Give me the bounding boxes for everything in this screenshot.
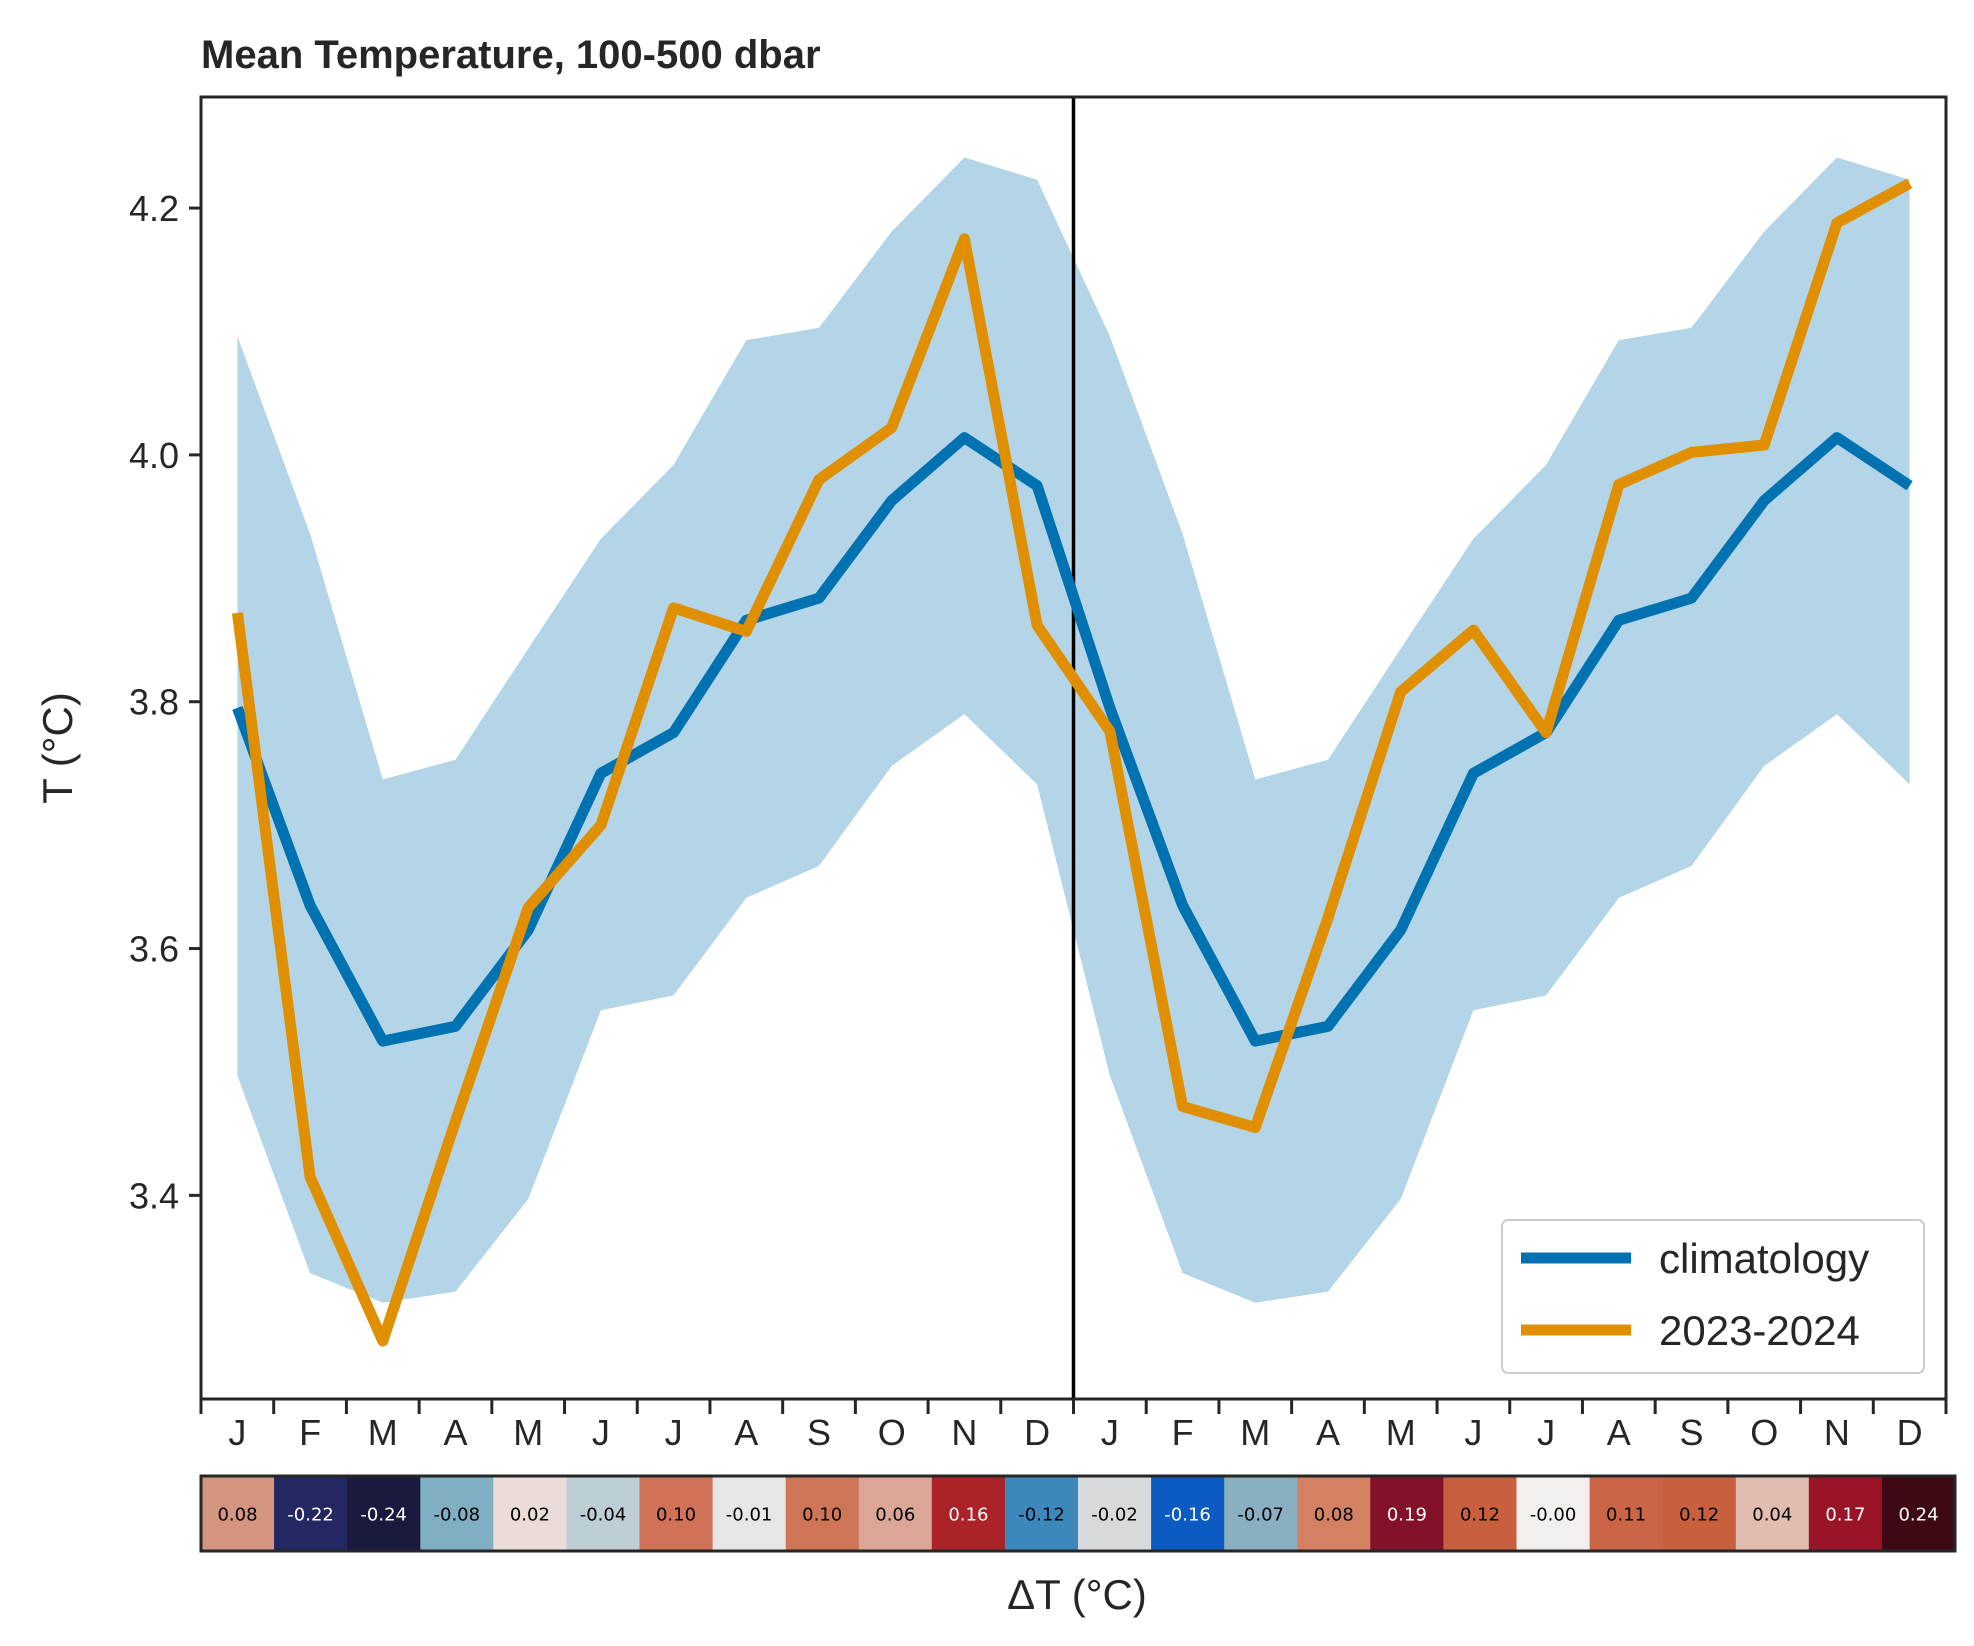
x-tick-label: M (368, 1412, 398, 1453)
anomaly-cell (274, 1476, 348, 1551)
anomaly-cell-label: -0.02 (1091, 1505, 1138, 1526)
x-tick-label: J (1537, 1412, 1555, 1453)
x-tick-label: M (1240, 1412, 1270, 1453)
anomaly-cell-label: 0.17 (1825, 1505, 1865, 1526)
y-tick-label: 3.6 (129, 929, 179, 970)
anomaly-cell-label: 0.12 (1460, 1505, 1500, 1526)
anomaly-cell (1004, 1476, 1079, 1551)
anomaly-cell-label: 0.08 (1314, 1505, 1354, 1526)
anomaly-cell (1443, 1476, 1518, 1551)
anomaly-cell-label: 0.19 (1387, 1505, 1427, 1526)
x-tick-label: A (1607, 1412, 1631, 1453)
anomaly-cell-label: 0.24 (1898, 1505, 1938, 1526)
y-axis-label: T (°C) (34, 692, 81, 804)
anomaly-cell (1297, 1476, 1371, 1551)
anomaly-cell-label: -0.08 (434, 1505, 481, 1526)
x-tick-label: S (1679, 1412, 1703, 1453)
anomaly-cell-label: -0.07 (1237, 1505, 1284, 1526)
anomaly-cell (1516, 1476, 1591, 1551)
anomaly-cell (566, 1476, 641, 1551)
anomaly-cell (201, 1476, 275, 1551)
anomaly-cell-label: 0.04 (1752, 1505, 1792, 1526)
anomaly-cell-label: -0.16 (1164, 1505, 1211, 1526)
x-tick-label: F (1172, 1412, 1194, 1453)
anomaly-cell (1735, 1476, 1810, 1551)
anomaly-cell (1881, 1476, 1956, 1551)
y-tick-label: 3.4 (129, 1175, 179, 1216)
x-tick-label: J (592, 1412, 610, 1453)
x-tick-label: A (1316, 1412, 1340, 1453)
anomaly-cell-label: 0.12 (1679, 1505, 1719, 1526)
x-tick-label: J (665, 1412, 683, 1453)
x-tick-label: N (951, 1412, 977, 1453)
anomaly-cell-label: 0.08 (217, 1505, 257, 1526)
anomaly-cell-label: -0.01 (726, 1505, 773, 1526)
anomaly-strip: 0.08 -0.22 -0.24 -0.08 0.02 -0.04 0.10 -0.01 0.1… (201, 1476, 1956, 1551)
anomaly-cell (493, 1476, 567, 1551)
x-tick-label: M (513, 1412, 543, 1453)
y-tick-label: 4.2 (129, 188, 179, 229)
anomaly-axis-label: ΔT (°C) (1007, 1571, 1147, 1618)
anomaly-cell-label: -0.04 (580, 1505, 627, 1526)
x-tick-label: D (1897, 1412, 1923, 1453)
anomaly-cell (1589, 1476, 1664, 1551)
chart-title: Mean Temperature, 100-500 dbar (201, 33, 821, 77)
anomaly-cell (712, 1476, 787, 1551)
anomaly-cell (785, 1476, 860, 1551)
anomaly-cell (1151, 1476, 1225, 1551)
anomaly-cell-label: 0.10 (656, 1505, 696, 1526)
x-tick-label: A (734, 1412, 758, 1453)
x-tick-label: A (443, 1412, 467, 1453)
series-line-2023-2024 (231, 178, 1913, 1347)
anomaly-cell-label: 0.06 (875, 1505, 915, 1526)
anomaly-cell (1808, 1476, 1883, 1551)
x-tick-label: S (807, 1412, 831, 1453)
x-tick-label: J (1101, 1412, 1119, 1453)
x-tick-label: D (1024, 1412, 1050, 1453)
anomaly-cell (1662, 1476, 1737, 1551)
x-tick-label: M (1386, 1412, 1416, 1453)
anomaly-cell (931, 1476, 1006, 1551)
anomaly-cell-label: -0.00 (1530, 1505, 1577, 1526)
anomaly-cell (1370, 1476, 1444, 1551)
anomaly-cell (639, 1476, 714, 1551)
anomaly-cell (1224, 1476, 1298, 1551)
legend: climatology 2023-2024 (1501, 1219, 1925, 1374)
x-tick-label: O (878, 1412, 906, 1453)
anomaly-cell-label: 0.16 (948, 1505, 988, 1526)
legend-climatology-label: climatology (1659, 1235, 1869, 1282)
y-tick-label: 3.8 (129, 682, 179, 723)
y-tick-label: 4.0 (129, 435, 179, 476)
x-tick-label: J (228, 1412, 246, 1453)
x-tick-label: N (1824, 1412, 1850, 1453)
anomaly-cell (858, 1476, 933, 1551)
anomaly-cell (1078, 1476, 1152, 1551)
anomaly-cell-label: -0.24 (360, 1505, 407, 1526)
x-tick-label: J (1464, 1412, 1482, 1453)
series-lines (231, 178, 1913, 1347)
anomaly-cell-label: 0.10 (802, 1505, 842, 1526)
anomaly-cell (420, 1476, 494, 1551)
legend-2023-2024-label: 2023-2024 (1659, 1307, 1860, 1354)
anomaly-cell-label: 0.11 (1606, 1505, 1646, 1526)
x-tick-label: O (1750, 1412, 1778, 1453)
y-axis-ticks: 3.4 3.6 3.8 4.0 4.2 (129, 188, 201, 1216)
anomaly-cell-label: 0.02 (510, 1505, 550, 1526)
anomaly-cell (347, 1476, 421, 1551)
anomaly-cell-label: -0.22 (287, 1505, 334, 1526)
x-tick-label: F (299, 1412, 321, 1453)
anomaly-cell-label: -0.12 (1018, 1505, 1065, 1526)
anomaly-strip-frame (199, 1474, 1957, 1553)
